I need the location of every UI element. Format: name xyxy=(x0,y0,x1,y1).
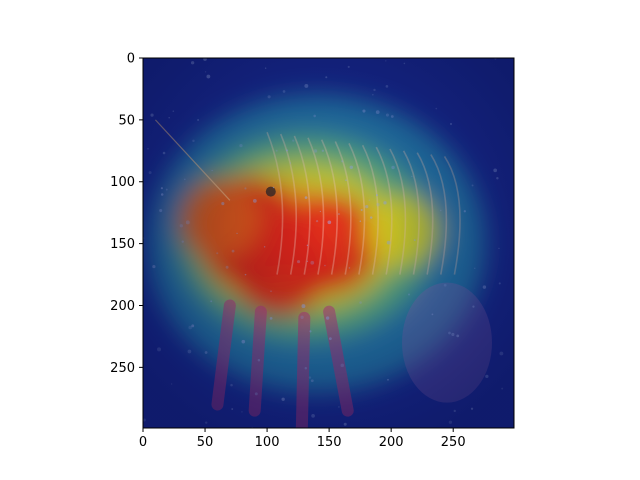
y-tick-label: 200 xyxy=(110,299,135,314)
y-tick-label: 250 xyxy=(110,361,135,376)
x-tick-label: 0 xyxy=(139,435,147,450)
x-tick-label: 250 xyxy=(441,435,466,450)
y-tick-label: 150 xyxy=(110,237,135,252)
x-tick-label: 150 xyxy=(317,435,342,450)
x-tick-label: 200 xyxy=(379,435,404,450)
y-tick-label: 0 xyxy=(127,52,135,67)
x-tick-label: 50 xyxy=(197,435,214,450)
y-axis: 0 50 100 150 200 250 xyxy=(110,52,143,376)
y-tick-label: 50 xyxy=(118,113,135,128)
x-tick-label: 100 xyxy=(255,435,280,450)
vignette-overlay xyxy=(143,58,514,428)
plot-frame xyxy=(142,57,515,429)
plot-area xyxy=(143,58,514,428)
x-axis: 0 50 100 150 200 250 xyxy=(139,428,466,450)
y-tick-label: 100 xyxy=(110,175,135,190)
